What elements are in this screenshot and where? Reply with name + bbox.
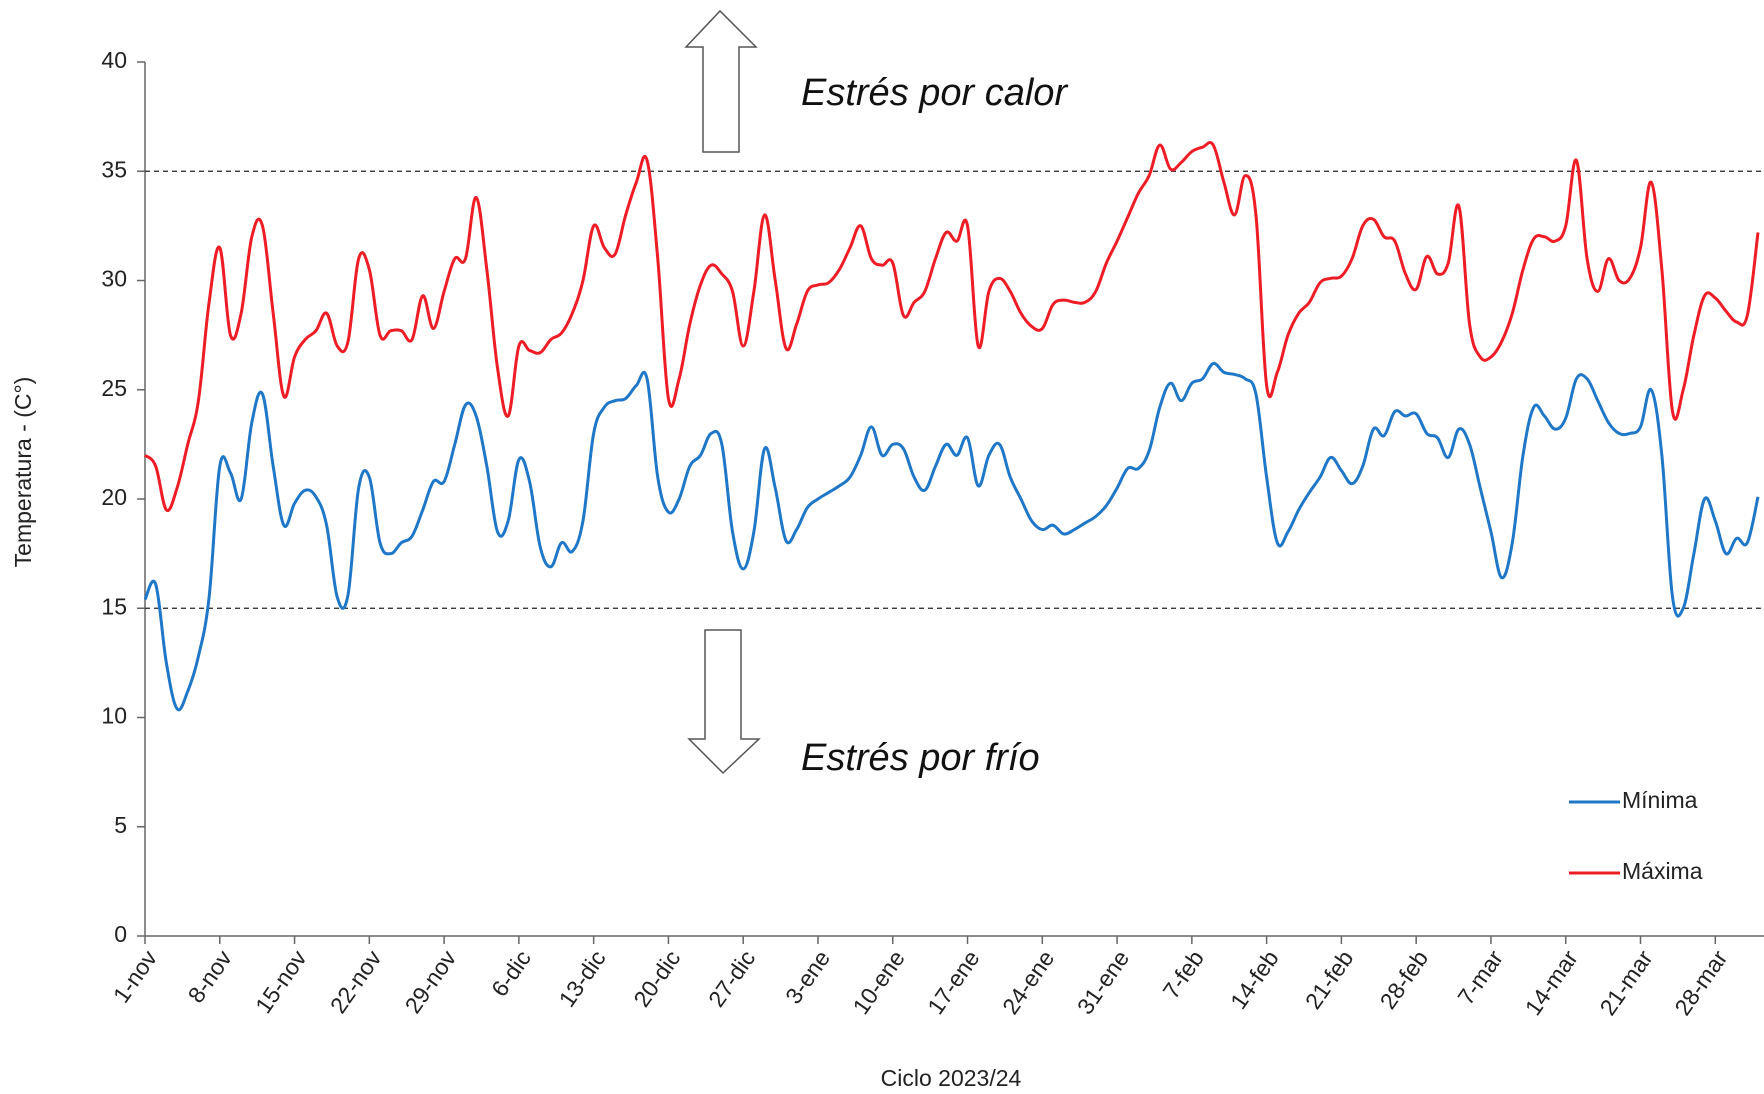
x-tick-label: 7-mar [1452,945,1508,1009]
down-arrow [687,629,761,775]
x-tick-label: 14-mar [1520,945,1583,1020]
y-tick-label: 15 [101,593,127,619]
x-tick-label: 21-mar [1594,945,1657,1020]
y-axis-label: Temperatura - (C°) [10,377,36,568]
y-tick-label: 35 [101,156,127,182]
x-tick-label: 27-dic [703,945,760,1011]
series-line [143,141,1760,513]
x-tick-label: 7-feb [1158,945,1209,1003]
x-tick-label: 14-feb [1225,945,1284,1013]
x-tick-label: 20-dic [628,945,685,1011]
x-tick-label: 15-nov [250,945,312,1018]
x-tick-label: 10-ene [847,945,909,1019]
y-tick-label: 25 [101,375,127,401]
annotation: Estrés por calor [801,72,1068,114]
x-tick-label: 31-ene [1072,945,1134,1019]
x-tick-label: 17-ene [922,945,984,1019]
x-axis-label: Ciclo 2023/24 [881,1065,1022,1091]
y-tick-label: 40 [101,47,127,73]
x-tick-label: 13-dic [553,945,610,1011]
y-tick-label: 10 [101,703,127,729]
x-tick-label: 28-feb [1375,945,1434,1013]
x-tick-label: 24-ene [997,945,1059,1019]
up-arrow [684,9,758,153]
x-tick-label: 22-nov [325,945,387,1018]
legend-label: Máxima [1622,858,1703,884]
annotation: Estrés por frío [801,737,1040,779]
legend-label: Mínima [1622,787,1698,813]
x-tick-label: 29-nov [400,945,462,1018]
y-tick-label: 5 [114,812,127,838]
y-tick-label: 20 [101,484,127,510]
x-tick-label: 8-nov [183,945,238,1007]
y-tick-label: 0 [114,921,127,947]
x-tick-label: 21-feb [1300,945,1359,1013]
x-tick-label: 28-mar [1669,945,1732,1020]
y-tick-label: 30 [101,266,127,292]
x-tick-label: 6-dic [486,945,536,1001]
x-tick-label: 1-nov [108,945,163,1007]
x-tick-label: 3-ene [780,945,835,1008]
series-line [143,361,1760,712]
